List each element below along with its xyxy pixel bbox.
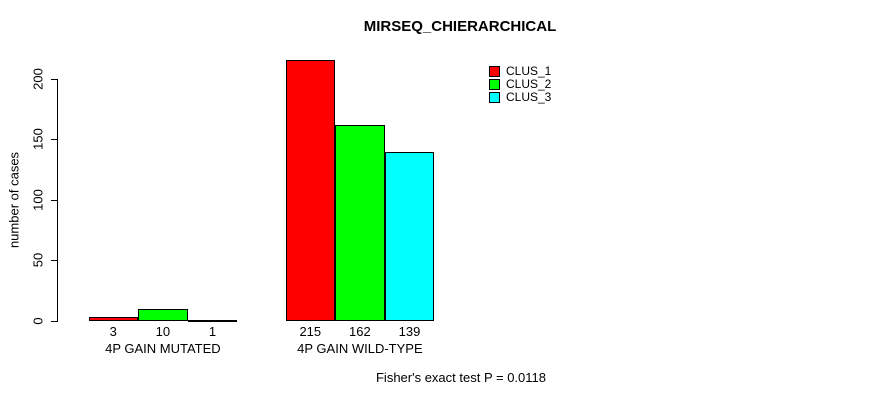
legend-swatch — [489, 92, 500, 103]
legend-item: CLUS_3 — [489, 91, 551, 104]
bar-clus_1-group2 — [285, 60, 336, 321]
legend-item: CLUS_1 — [489, 65, 551, 78]
bar-clus_2-group2 — [335, 124, 385, 321]
legend-swatch — [489, 79, 500, 90]
bar-clus_1-group1 — [88, 317, 139, 321]
legend-item: CLUS_2 — [489, 78, 551, 91]
chart-title: MIRSEQ_CHIERARCHICAL — [363, 18, 557, 35]
bar-clus_3-group1 — [187, 319, 238, 322]
bar-value-label: 162 — [349, 324, 371, 339]
bar-value-label: 139 — [398, 324, 421, 339]
legend-swatch — [489, 66, 500, 77]
y-tick-label: 0 — [30, 317, 46, 325]
category-label: 4P GAIN WILD-TYPE — [297, 341, 423, 356]
bar-value-label: 10 — [155, 324, 171, 339]
y-tick-label: 150 — [30, 128, 46, 150]
bar-clus_3-group2 — [384, 152, 435, 321]
legend-label: CLUS_2 — [506, 77, 552, 91]
y-axis-tick — [51, 260, 57, 261]
legend-label: CLUS_1 — [506, 64, 552, 78]
legend: CLUS_1 CLUS_2 CLUS_3 — [489, 65, 551, 104]
y-axis-tick — [51, 79, 57, 80]
legend-label: CLUS_3 — [506, 90, 552, 104]
bar-value-label: 1 — [208, 324, 217, 339]
y-axis-tick — [51, 200, 57, 201]
bar-value-label: 215 — [299, 324, 322, 339]
y-tick-label: 50 — [30, 253, 46, 268]
y-tick-label: 100 — [30, 188, 46, 211]
y-tick-label: 200 — [30, 67, 46, 90]
bar-clus_2-group1 — [138, 308, 188, 321]
bar-value-label: 3 — [109, 324, 117, 339]
y-axis-tick — [51, 139, 57, 140]
fisher-test-annotation: Fisher's exact test P = 0.0118 — [375, 370, 547, 385]
y-axis-tick — [51, 321, 57, 322]
y-axis-line — [57, 78, 58, 322]
category-label: 4P GAIN MUTATED — [105, 341, 221, 356]
